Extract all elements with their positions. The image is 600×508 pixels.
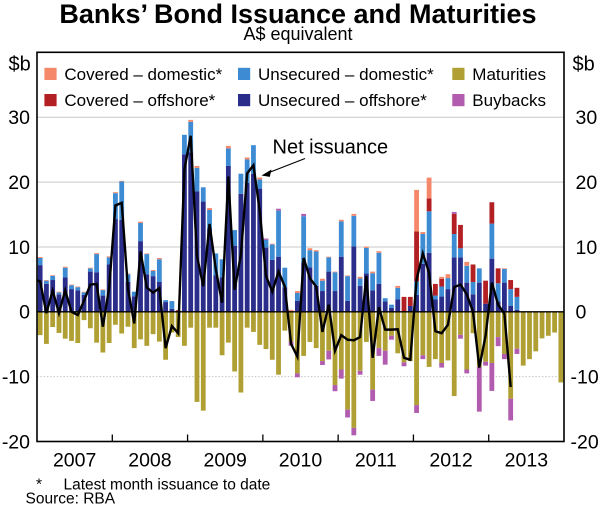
- svg-text:Unsecured – domestic*: Unsecured – domestic*: [258, 65, 434, 84]
- svg-text:2009: 2009: [204, 450, 247, 472]
- svg-text:0: 0: [576, 302, 587, 324]
- svg-text:2013: 2013: [505, 450, 548, 472]
- svg-text:*: *: [36, 476, 42, 493]
- svg-text:20: 20: [576, 172, 598, 194]
- svg-text:Banks’ Bond Issuance and Matur: Banks’ Bond Issuance and Maturities: [59, 0, 536, 29]
- svg-text:Net issuance: Net issuance: [273, 137, 389, 159]
- svg-text:2010: 2010: [279, 450, 323, 472]
- svg-text:30: 30: [8, 107, 30, 129]
- svg-text:2008: 2008: [128, 450, 171, 472]
- svg-text:-20: -20: [2, 431, 30, 453]
- svg-text:Unsecured – offshore*: Unsecured – offshore*: [258, 91, 427, 110]
- svg-text:Latest month issuance to date: Latest month issuance to date: [64, 476, 271, 493]
- svg-text:Source: RBA: Source: RBA: [26, 491, 116, 508]
- svg-text:A$ equivalent: A$ equivalent: [243, 24, 352, 44]
- svg-text:0: 0: [19, 302, 30, 324]
- svg-text:10: 10: [8, 237, 30, 259]
- svg-text:$b: $b: [9, 54, 31, 76]
- svg-text:Maturities: Maturities: [472, 65, 546, 84]
- svg-text:Covered – offshore*: Covered – offshore*: [64, 91, 215, 110]
- svg-text:30: 30: [576, 107, 598, 129]
- svg-text:-10: -10: [571, 366, 599, 388]
- svg-text:2012: 2012: [429, 450, 472, 472]
- svg-text:Covered – domestic*: Covered – domestic*: [64, 65, 222, 84]
- svg-text:10: 10: [576, 237, 598, 259]
- svg-text:2011: 2011: [355, 450, 397, 472]
- svg-text:$b: $b: [573, 54, 595, 76]
- svg-text:-10: -10: [2, 366, 30, 388]
- svg-text:Buybacks: Buybacks: [472, 91, 546, 110]
- svg-text:2007: 2007: [53, 450, 96, 472]
- svg-text:20: 20: [8, 172, 30, 194]
- svg-text:-20: -20: [571, 431, 599, 453]
